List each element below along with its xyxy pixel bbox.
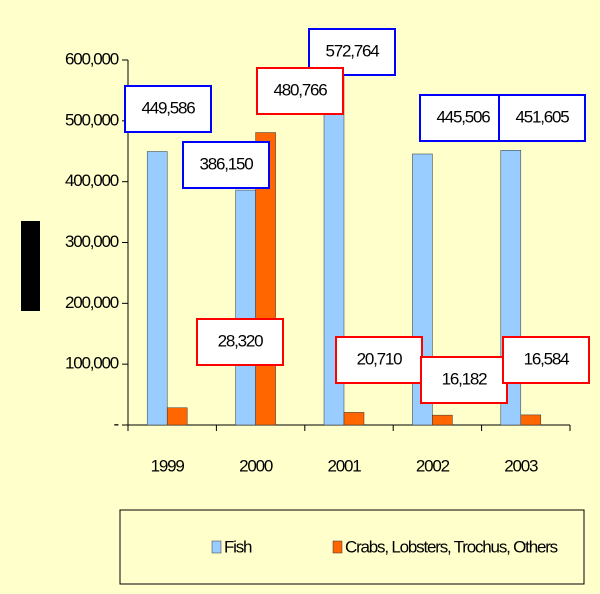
y-tick-label: 300,000	[65, 232, 119, 251]
legend-swatch	[211, 540, 222, 554]
x-tick-label: 2003	[504, 456, 538, 475]
bar	[520, 414, 542, 426]
data-label: 572,764	[325, 41, 379, 60]
data-label-box	[420, 356, 508, 404]
data-label-box	[498, 94, 586, 142]
data-label: 451,605	[515, 107, 569, 126]
data-label-box	[419, 94, 507, 142]
data-label: 20,710	[357, 349, 403, 368]
x-tick-label: 2001	[327, 456, 361, 475]
y-tick-label: 600,000	[65, 49, 119, 68]
legend-swatch	[332, 540, 343, 554]
legend-box	[119, 509, 585, 585]
data-label: 445,506	[436, 107, 490, 126]
data-label: 386,150	[199, 154, 253, 173]
x-tick-label: 1999	[151, 456, 185, 475]
redacted-axis-label	[21, 221, 40, 311]
data-label: 16,182	[442, 369, 488, 388]
bar	[343, 412, 365, 426]
bar	[432, 414, 453, 426]
x-tick-label: 2000	[239, 456, 273, 475]
data-label-box	[502, 336, 590, 384]
y-tick-label: -	[114, 414, 119, 433]
legend-label: Crabs, Lobsters, Trochus, Others	[345, 537, 558, 556]
bar	[146, 151, 168, 426]
x-tick-label: 2002	[416, 456, 450, 475]
data-label: 449,586	[141, 98, 195, 117]
data-label: 28,320	[218, 331, 264, 350]
data-label-box	[335, 336, 423, 384]
y-tick-label: 200,000	[65, 293, 119, 312]
y-tick-label: 400,000	[65, 171, 119, 190]
legend-label: Fish	[224, 537, 252, 556]
data-label-box	[196, 318, 284, 366]
bar	[235, 189, 256, 426]
y-tick-label: 500,000	[65, 110, 119, 129]
data-label: 16,584	[524, 349, 570, 368]
data-label: 480,766	[273, 80, 327, 99]
data-label-box	[182, 141, 270, 189]
bar	[166, 407, 188, 426]
y-tick-label: 100,000	[65, 354, 119, 373]
data-label-box	[124, 85, 212, 133]
data-label-box	[256, 67, 344, 115]
